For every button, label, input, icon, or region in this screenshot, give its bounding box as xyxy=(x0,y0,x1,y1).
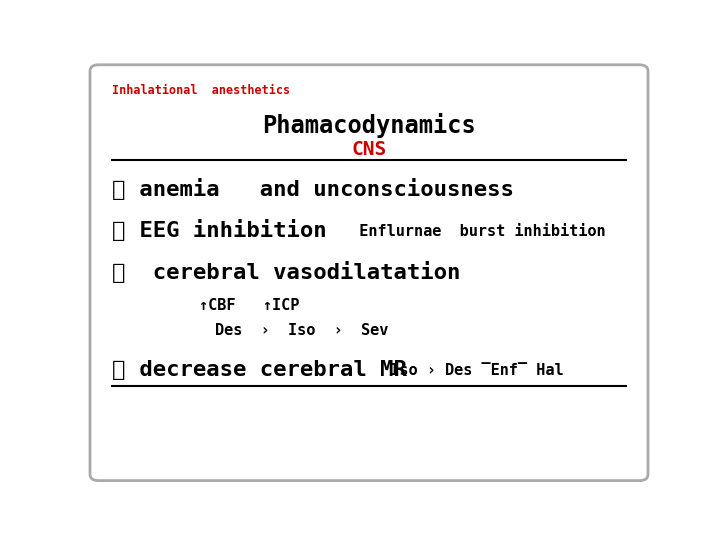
Text: EEG inhibition: EEG inhibition xyxy=(126,221,327,241)
Text: decrease cerebral MR: decrease cerebral MR xyxy=(126,360,407,380)
Text: Enflurnae  burst inhibition: Enflurnae burst inhibition xyxy=(341,224,606,239)
Text: ↑CBF   ↑ICP: ↑CBF ↑ICP xyxy=(199,299,300,313)
Text: Phamacodynamics: Phamacodynamics xyxy=(262,113,476,138)
Text: anemia   and unconsciousness: anemia and unconsciousness xyxy=(126,179,514,200)
Text: Inhalational  anesthetics: Inhalational anesthetics xyxy=(112,84,290,97)
Text: CNS: CNS xyxy=(351,140,387,159)
FancyBboxPatch shape xyxy=(90,65,648,481)
Text: Iso › Des ‾Enf‾ Hal: Iso › Des ‾Enf‾ Hal xyxy=(372,363,564,378)
Text: cerebral vasodilatation: cerebral vasodilatation xyxy=(126,262,461,283)
Text: ③: ③ xyxy=(112,262,126,283)
Text: Des  ›  Iso  ›  Sev: Des › Iso › Sev xyxy=(215,323,389,339)
Text: ①: ① xyxy=(112,179,126,200)
Text: ②: ② xyxy=(112,221,126,241)
Text: ④: ④ xyxy=(112,360,126,380)
